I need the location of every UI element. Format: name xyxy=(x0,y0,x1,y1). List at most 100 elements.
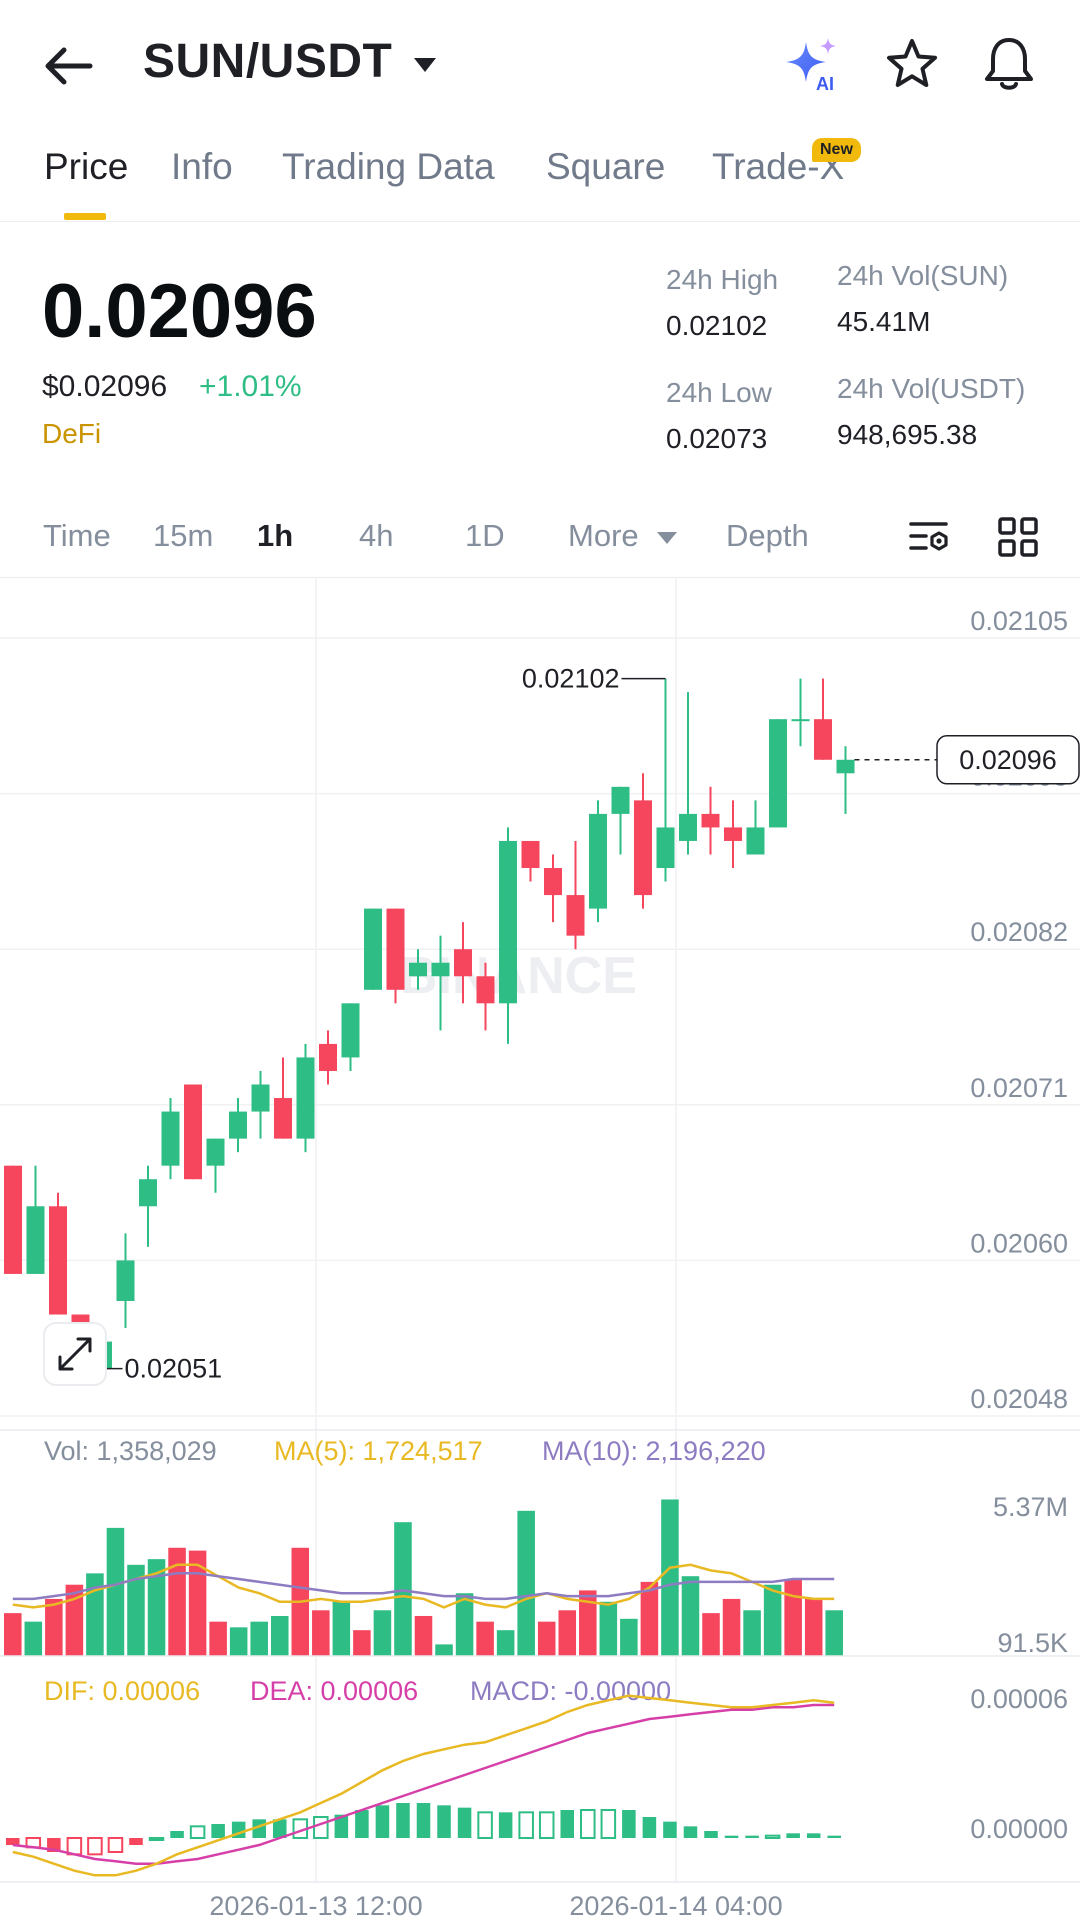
macd-histogram-bar xyxy=(189,1825,206,1840)
candle-body xyxy=(521,840,540,869)
macd-histogram-bar xyxy=(498,1812,513,1838)
candle xyxy=(634,773,652,909)
candle-body xyxy=(364,908,382,990)
back-arrow-icon[interactable] xyxy=(40,36,100,96)
candle xyxy=(4,1165,22,1274)
macd-dif-line xyxy=(12,1694,835,1877)
tab-square[interactable]: Square xyxy=(546,146,666,187)
current-price-marker: 0.02096 xyxy=(854,735,1080,785)
interval-1h[interactable]: 1h xyxy=(257,518,294,553)
volume-bar xyxy=(681,1576,700,1656)
volume-bar xyxy=(558,1610,577,1656)
macd-histogram-bar xyxy=(560,1810,575,1838)
macd-histogram-bar xyxy=(148,1837,165,1841)
macd-histogram-bar xyxy=(580,1809,596,1839)
candle xyxy=(274,1057,292,1139)
candle xyxy=(296,1043,315,1153)
macd-histogram-bar xyxy=(683,1826,698,1838)
candle xyxy=(701,786,720,855)
macd-value-label: MACD: -0.00000 xyxy=(470,1676,671,1706)
candle-body xyxy=(184,1084,202,1180)
candle-body xyxy=(769,719,787,828)
volume-bar xyxy=(702,1613,720,1656)
volume-bar xyxy=(517,1510,535,1656)
divider xyxy=(0,577,1080,578)
candle-body xyxy=(454,949,472,977)
macd-histogram-bar xyxy=(416,1803,431,1838)
macd-histogram-bar xyxy=(375,1805,390,1838)
expand-button[interactable] xyxy=(43,1322,107,1386)
interval-4h[interactable]: 4h xyxy=(359,518,394,553)
low-value: 0.02073 xyxy=(666,423,768,454)
vol-base-label: 24h Vol(SUN) xyxy=(837,260,1009,291)
candle-body xyxy=(746,827,765,855)
more-caret-icon[interactable] xyxy=(656,530,678,546)
time-axis: 2026-01-13 12:00 2026-01-14 04:00 xyxy=(209,1891,782,1921)
expand-icon[interactable] xyxy=(58,1337,92,1371)
volume-bar xyxy=(373,1610,392,1656)
macd-histogram-bar xyxy=(170,1831,184,1838)
volume-bar xyxy=(229,1627,248,1656)
bell-icon[interactable] xyxy=(980,34,1038,94)
tab-price[interactable]: Price xyxy=(44,146,129,187)
favorite-star-icon[interactable] xyxy=(884,36,940,92)
macd-histogram-bar xyxy=(642,1817,657,1838)
volume-bar xyxy=(209,1621,227,1656)
macd-histogram-bar xyxy=(663,1821,677,1838)
interval-15m[interactable]: 15m xyxy=(153,518,214,553)
interval-1d[interactable]: 1D xyxy=(465,518,505,553)
caret-down-icon[interactable] xyxy=(410,50,440,80)
candle-body xyxy=(566,895,585,936)
macd-histogram xyxy=(6,1803,841,1856)
price-axis-label: 0.02060 xyxy=(970,1228,1068,1258)
candle xyxy=(544,854,562,923)
ai-sparkle-icon[interactable]: AI xyxy=(782,34,844,94)
volume-bar xyxy=(825,1610,843,1656)
pair-title[interactable]: SUN/USDT xyxy=(143,35,393,88)
candle-body xyxy=(634,800,652,896)
new-badge: New xyxy=(812,138,861,162)
candle xyxy=(319,1030,337,1085)
macd-axis-zero: 0.00000 xyxy=(970,1814,1068,1844)
volume-axis-top: 5.37M xyxy=(993,1492,1068,1522)
macd-histogram-bar xyxy=(66,1837,83,1856)
candle xyxy=(791,678,810,747)
candle xyxy=(589,800,607,923)
candle xyxy=(229,1098,247,1153)
low-label: 24h Low xyxy=(666,377,772,408)
volume-bar xyxy=(804,1598,823,1656)
extreme-markers: 0.02102 0.02051 xyxy=(80,664,666,1384)
volume-bar xyxy=(250,1621,268,1656)
candle xyxy=(431,935,450,1031)
volume-bar xyxy=(722,1598,741,1656)
macd-dea-line xyxy=(12,1703,835,1865)
tab-info[interactable]: Info xyxy=(171,146,233,187)
macd-histogram-bar xyxy=(600,1809,617,1839)
price-axis: 0.021050.020930.020820.020710.020600.020… xyxy=(970,606,1068,1414)
candle-body xyxy=(26,1206,45,1274)
candle-body xyxy=(229,1111,247,1139)
volume-bar xyxy=(65,1584,84,1656)
candle xyxy=(206,1138,225,1193)
high-value: 0.02102 xyxy=(666,310,768,341)
sector-tag[interactable]: DeFi xyxy=(42,418,102,449)
candle xyxy=(251,1070,270,1139)
max-price-label: 0.02102 xyxy=(522,664,620,694)
candle xyxy=(364,908,382,990)
candlestick-chart[interactable]: BINANCE 0.021050.020930.020820.020710.02… xyxy=(0,578,1080,1923)
vol-quote-value: 948,695.38 xyxy=(837,419,978,450)
volume-bar xyxy=(435,1644,453,1656)
macd-histogram-bar xyxy=(396,1803,410,1838)
ai-label: AI xyxy=(816,74,834,94)
macd-histogram-bar xyxy=(334,1814,349,1838)
candle xyxy=(566,840,585,950)
indicator-settings-icon[interactable] xyxy=(908,515,952,559)
grid-layout-icon[interactable] xyxy=(996,515,1040,559)
interval-time[interactable]: Time xyxy=(43,518,111,553)
tab-trading-data[interactable]: Trading Data xyxy=(282,146,495,187)
interval-more[interactable]: More xyxy=(568,518,639,553)
macd-histogram-bar xyxy=(827,1835,841,1838)
candle-body xyxy=(161,1111,180,1166)
candle-body xyxy=(611,786,630,814)
interval-depth[interactable]: Depth xyxy=(726,518,809,553)
